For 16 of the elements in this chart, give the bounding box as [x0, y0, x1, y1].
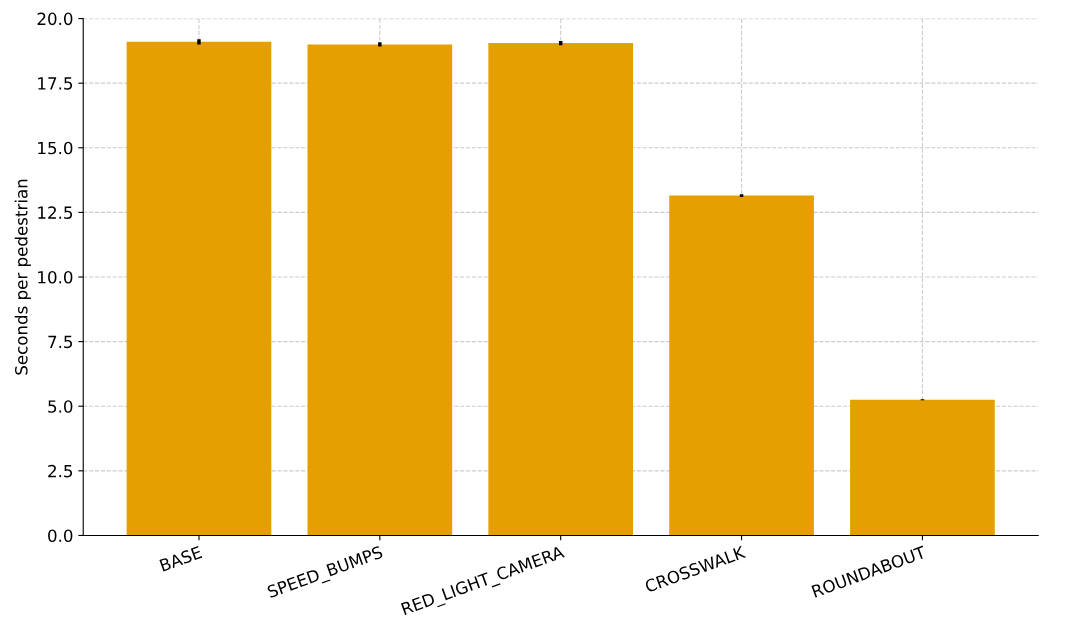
y-tick-label: 20.0 [37, 12, 73, 26]
bar [850, 399, 995, 536]
y-axis-title: Seconds per pedestrian [14, 179, 31, 375]
y-tick-label: 5.0 [48, 400, 73, 413]
bar [126, 41, 272, 536]
y-tick-label: 15.0 [38, 141, 73, 155]
bar [669, 195, 814, 536]
bar [307, 44, 453, 536]
bar [488, 43, 634, 536]
y-tick-label: 12.5 [38, 206, 73, 219]
y-tick-label: 10.0 [38, 270, 73, 284]
y-tick-label: 2.5 [48, 464, 73, 478]
y-tick-label: 7.5 [48, 335, 73, 349]
y-tick-label: 0.0 [48, 529, 73, 542]
y-tick-label: 17.5 [38, 77, 73, 90]
x-tick-label: BASE [159, 545, 203, 572]
